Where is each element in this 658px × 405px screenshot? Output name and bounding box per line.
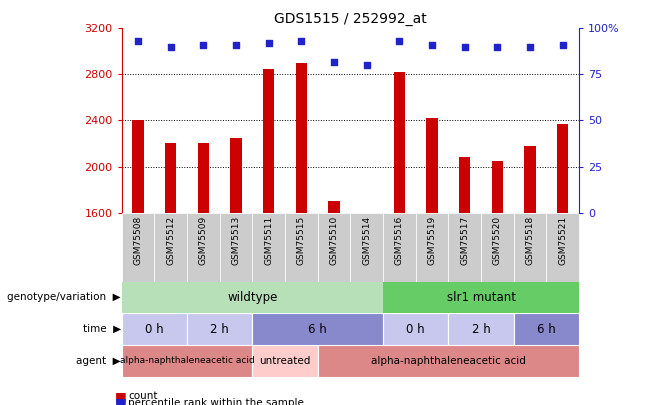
Text: time  ▶: time ▶ [83, 324, 121, 334]
Text: GSM75508: GSM75508 [134, 216, 143, 265]
Bar [459, 157, 470, 213]
Point [263, 40, 274, 46]
Point [394, 38, 405, 45]
Text: genotype/variation  ▶: genotype/variation ▶ [7, 292, 121, 303]
Bar [481, 213, 514, 281]
Bar [383, 281, 579, 313]
Point [133, 38, 143, 45]
Text: GSM75512: GSM75512 [166, 216, 175, 265]
Bar [350, 213, 383, 281]
Bar [122, 281, 383, 313]
Bar [318, 345, 579, 377]
Text: GSM75515: GSM75515 [297, 216, 306, 265]
Point [492, 43, 503, 50]
Point [165, 43, 176, 50]
Text: GSM75517: GSM75517 [460, 216, 469, 265]
Bar [187, 213, 220, 281]
Bar [492, 161, 503, 213]
Text: untreated: untreated [259, 356, 311, 366]
Bar [253, 345, 318, 377]
Bar [122, 213, 155, 281]
Text: ■: ■ [115, 390, 127, 403]
Bar [416, 213, 448, 281]
Text: GSM75519: GSM75519 [428, 216, 436, 265]
Bar [253, 213, 285, 281]
Bar [253, 313, 383, 345]
Text: wildtype: wildtype [227, 291, 278, 304]
Text: 0 h: 0 h [407, 323, 425, 336]
Point [525, 43, 536, 50]
Point [198, 42, 209, 48]
Bar [448, 313, 514, 345]
Text: GSM75520: GSM75520 [493, 216, 502, 265]
Bar [165, 143, 176, 213]
Title: GDS1515 / 252992_at: GDS1515 / 252992_at [274, 12, 427, 26]
Bar [328, 201, 340, 213]
Bar [285, 213, 318, 281]
Text: ■: ■ [115, 396, 127, 405]
Text: GSM75521: GSM75521 [558, 216, 567, 265]
Text: percentile rank within the sample: percentile rank within the sample [128, 398, 304, 405]
Text: GSM75511: GSM75511 [265, 216, 273, 265]
Point [329, 58, 340, 65]
Bar [514, 313, 579, 345]
Text: agent  ▶: agent ▶ [76, 356, 121, 366]
Point [231, 42, 241, 48]
Bar [230, 138, 241, 213]
Text: count: count [128, 391, 158, 401]
Text: slr1 mutant: slr1 mutant [447, 291, 516, 304]
Bar [122, 345, 253, 377]
Point [361, 62, 372, 68]
Bar [197, 143, 209, 213]
Point [427, 42, 438, 48]
Bar [524, 146, 536, 213]
Bar [546, 213, 579, 281]
Bar [318, 213, 351, 281]
Bar [448, 213, 481, 281]
Bar [383, 213, 416, 281]
Bar [122, 313, 187, 345]
Point [459, 43, 470, 50]
Text: 6 h: 6 h [537, 323, 556, 336]
Bar [187, 313, 253, 345]
Text: 6 h: 6 h [309, 323, 327, 336]
Bar [426, 118, 438, 213]
Bar [132, 120, 144, 213]
Bar [557, 124, 569, 213]
Bar [263, 69, 274, 213]
Text: GSM75514: GSM75514 [362, 216, 371, 265]
Point [296, 38, 307, 45]
Text: GSM75518: GSM75518 [526, 216, 534, 265]
Bar [361, 213, 372, 214]
Point [557, 42, 568, 48]
Bar [514, 213, 546, 281]
Text: alpha-naphthaleneacetic acid: alpha-naphthaleneacetic acid [371, 356, 526, 366]
Bar [295, 63, 307, 213]
Text: GSM75513: GSM75513 [232, 216, 241, 265]
Text: 0 h: 0 h [145, 323, 164, 336]
Text: GSM75509: GSM75509 [199, 216, 208, 265]
Bar [393, 72, 405, 213]
Text: GSM75516: GSM75516 [395, 216, 404, 265]
Text: alpha-naphthaleneacetic acid: alpha-naphthaleneacetic acid [120, 356, 255, 365]
Bar [220, 213, 253, 281]
Text: GSM75510: GSM75510 [330, 216, 339, 265]
Text: 2 h: 2 h [472, 323, 490, 336]
Bar [383, 313, 448, 345]
Text: 2 h: 2 h [211, 323, 229, 336]
Bar [155, 213, 187, 281]
